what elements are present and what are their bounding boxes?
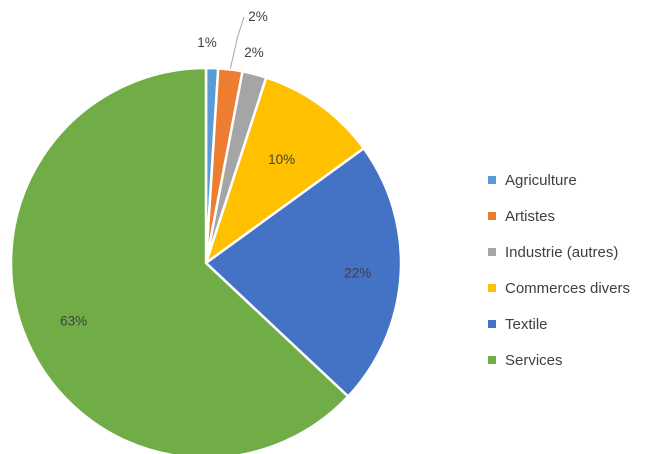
legend-swatch-services — [488, 356, 496, 364]
legend-item-artistes: Artistes — [488, 198, 653, 234]
legend-swatch-agriculture — [488, 176, 496, 184]
legend-item-industrie: Industrie (autres) — [488, 234, 653, 270]
legend-swatch-industrie — [488, 248, 496, 256]
legend: Agriculture Artistes Industrie (autres) … — [488, 162, 653, 378]
legend-label-agriculture: Agriculture — [505, 171, 577, 189]
legend-label-artistes: Artistes — [505, 207, 556, 225]
legend-item-textile: Textile — [488, 306, 653, 342]
legend-item-agriculture: Agriculture — [488, 162, 653, 198]
data-label-industrie: 2% — [244, 45, 264, 60]
legend-label-industrie: Industrie (autres) — [505, 243, 619, 261]
legend-label-commerces: Commerces divers — [505, 279, 631, 297]
data-label-textile: 22% — [344, 266, 371, 281]
legend-item-commerces: Commerces divers — [488, 270, 653, 306]
legend-label-textile: Textile — [505, 315, 548, 333]
data-label-services: 63% — [60, 313, 87, 328]
data-label-commerces: 10% — [268, 152, 295, 167]
legend-label-services: Services — [505, 351, 563, 369]
legend-swatch-artistes — [488, 212, 496, 220]
legend-item-services: Services — [488, 342, 653, 378]
pie-slice-services — [9, 66, 350, 454]
pie-slice-textile — [204, 147, 403, 398]
leader-line-artistes — [229, 16, 245, 69]
legend-swatch-textile — [488, 320, 496, 328]
data-label-artistes: 2% — [248, 9, 268, 24]
legend-swatch-commerces — [488, 284, 496, 292]
pie-slice-commerces — [204, 76, 366, 265]
data-label-agriculture: 1% — [197, 35, 217, 50]
